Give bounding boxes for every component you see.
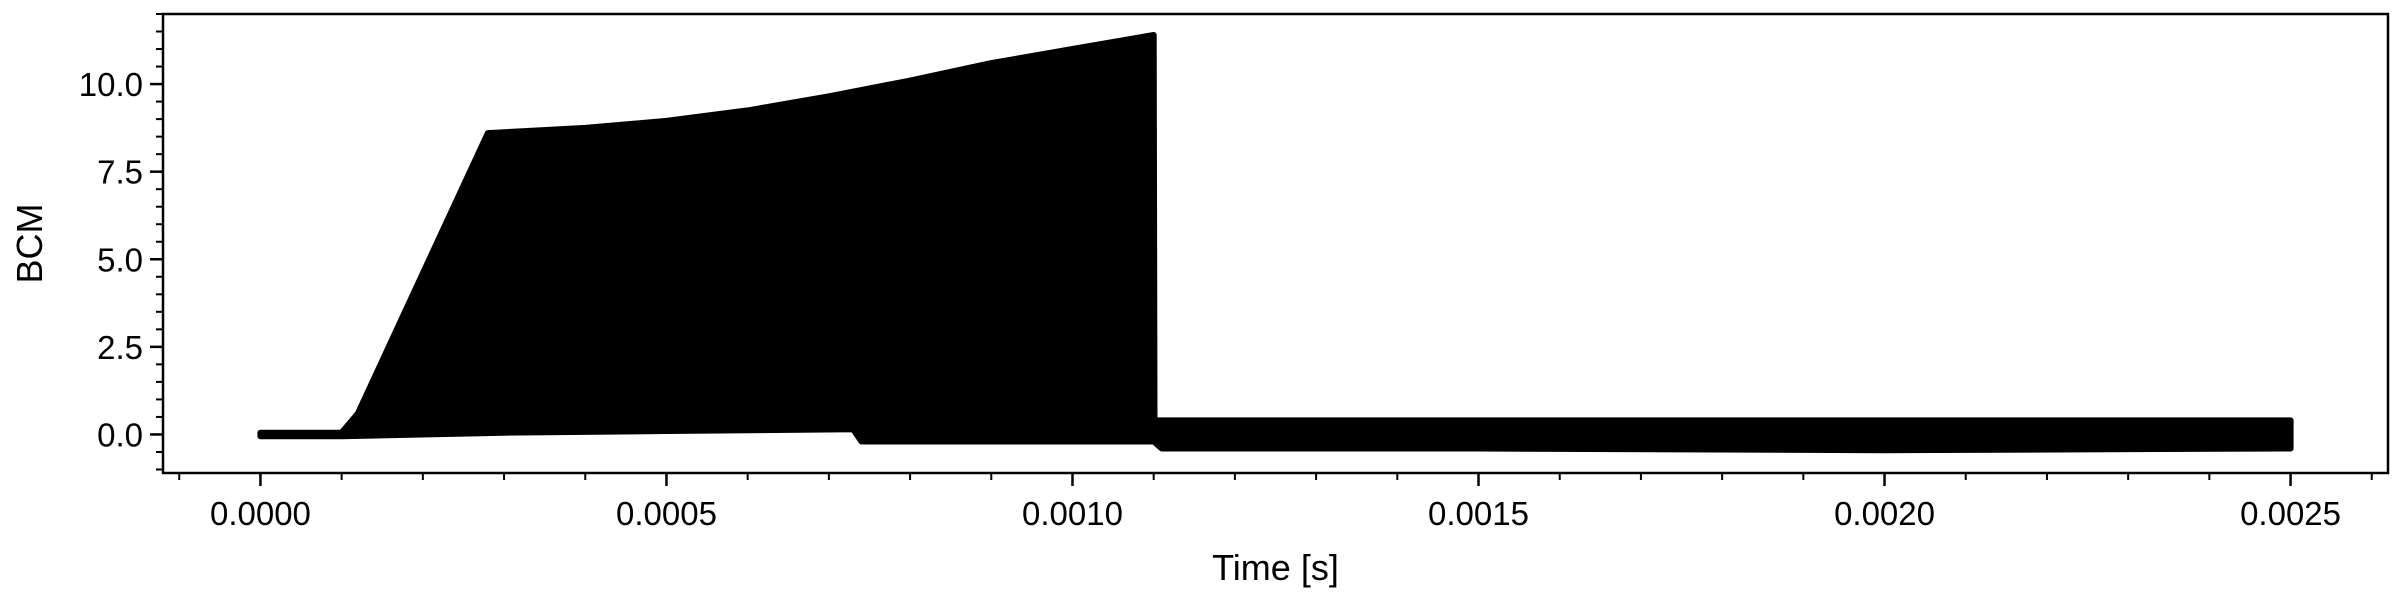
x-tick-label: 0.0015 [1428, 495, 1529, 532]
x-tick-label: 0.0000 [210, 495, 311, 532]
series-band-0 [257, 32, 2294, 454]
x-axis: 0.0000 0.0005 0.0010 0.0015 0.0020 0.0025 [178, 473, 2373, 532]
axes-frame [161, 12, 2390, 475]
y-tick-label: 10.0 [79, 66, 143, 103]
y-tick-label: 0.0 [97, 416, 143, 453]
y-tick-label: 2.5 [97, 329, 143, 366]
data-layer [257, 32, 2294, 454]
y-tick-label: 5.0 [97, 241, 143, 278]
x-tick-label: 0.0010 [1022, 495, 1123, 532]
x-axis-label: Time [s] [1212, 547, 1339, 588]
y-tick-label: 7.5 [97, 154, 143, 191]
x-tick-label: 0.0020 [1834, 495, 1935, 532]
y-axis: 0.0 2.5 5.0 7.5 10.0 [79, 13, 163, 471]
y-axis-label: BCM [9, 204, 50, 284]
x-tick-label: 0.0025 [2240, 495, 2341, 532]
x-tick-label: 0.0005 [616, 495, 717, 532]
